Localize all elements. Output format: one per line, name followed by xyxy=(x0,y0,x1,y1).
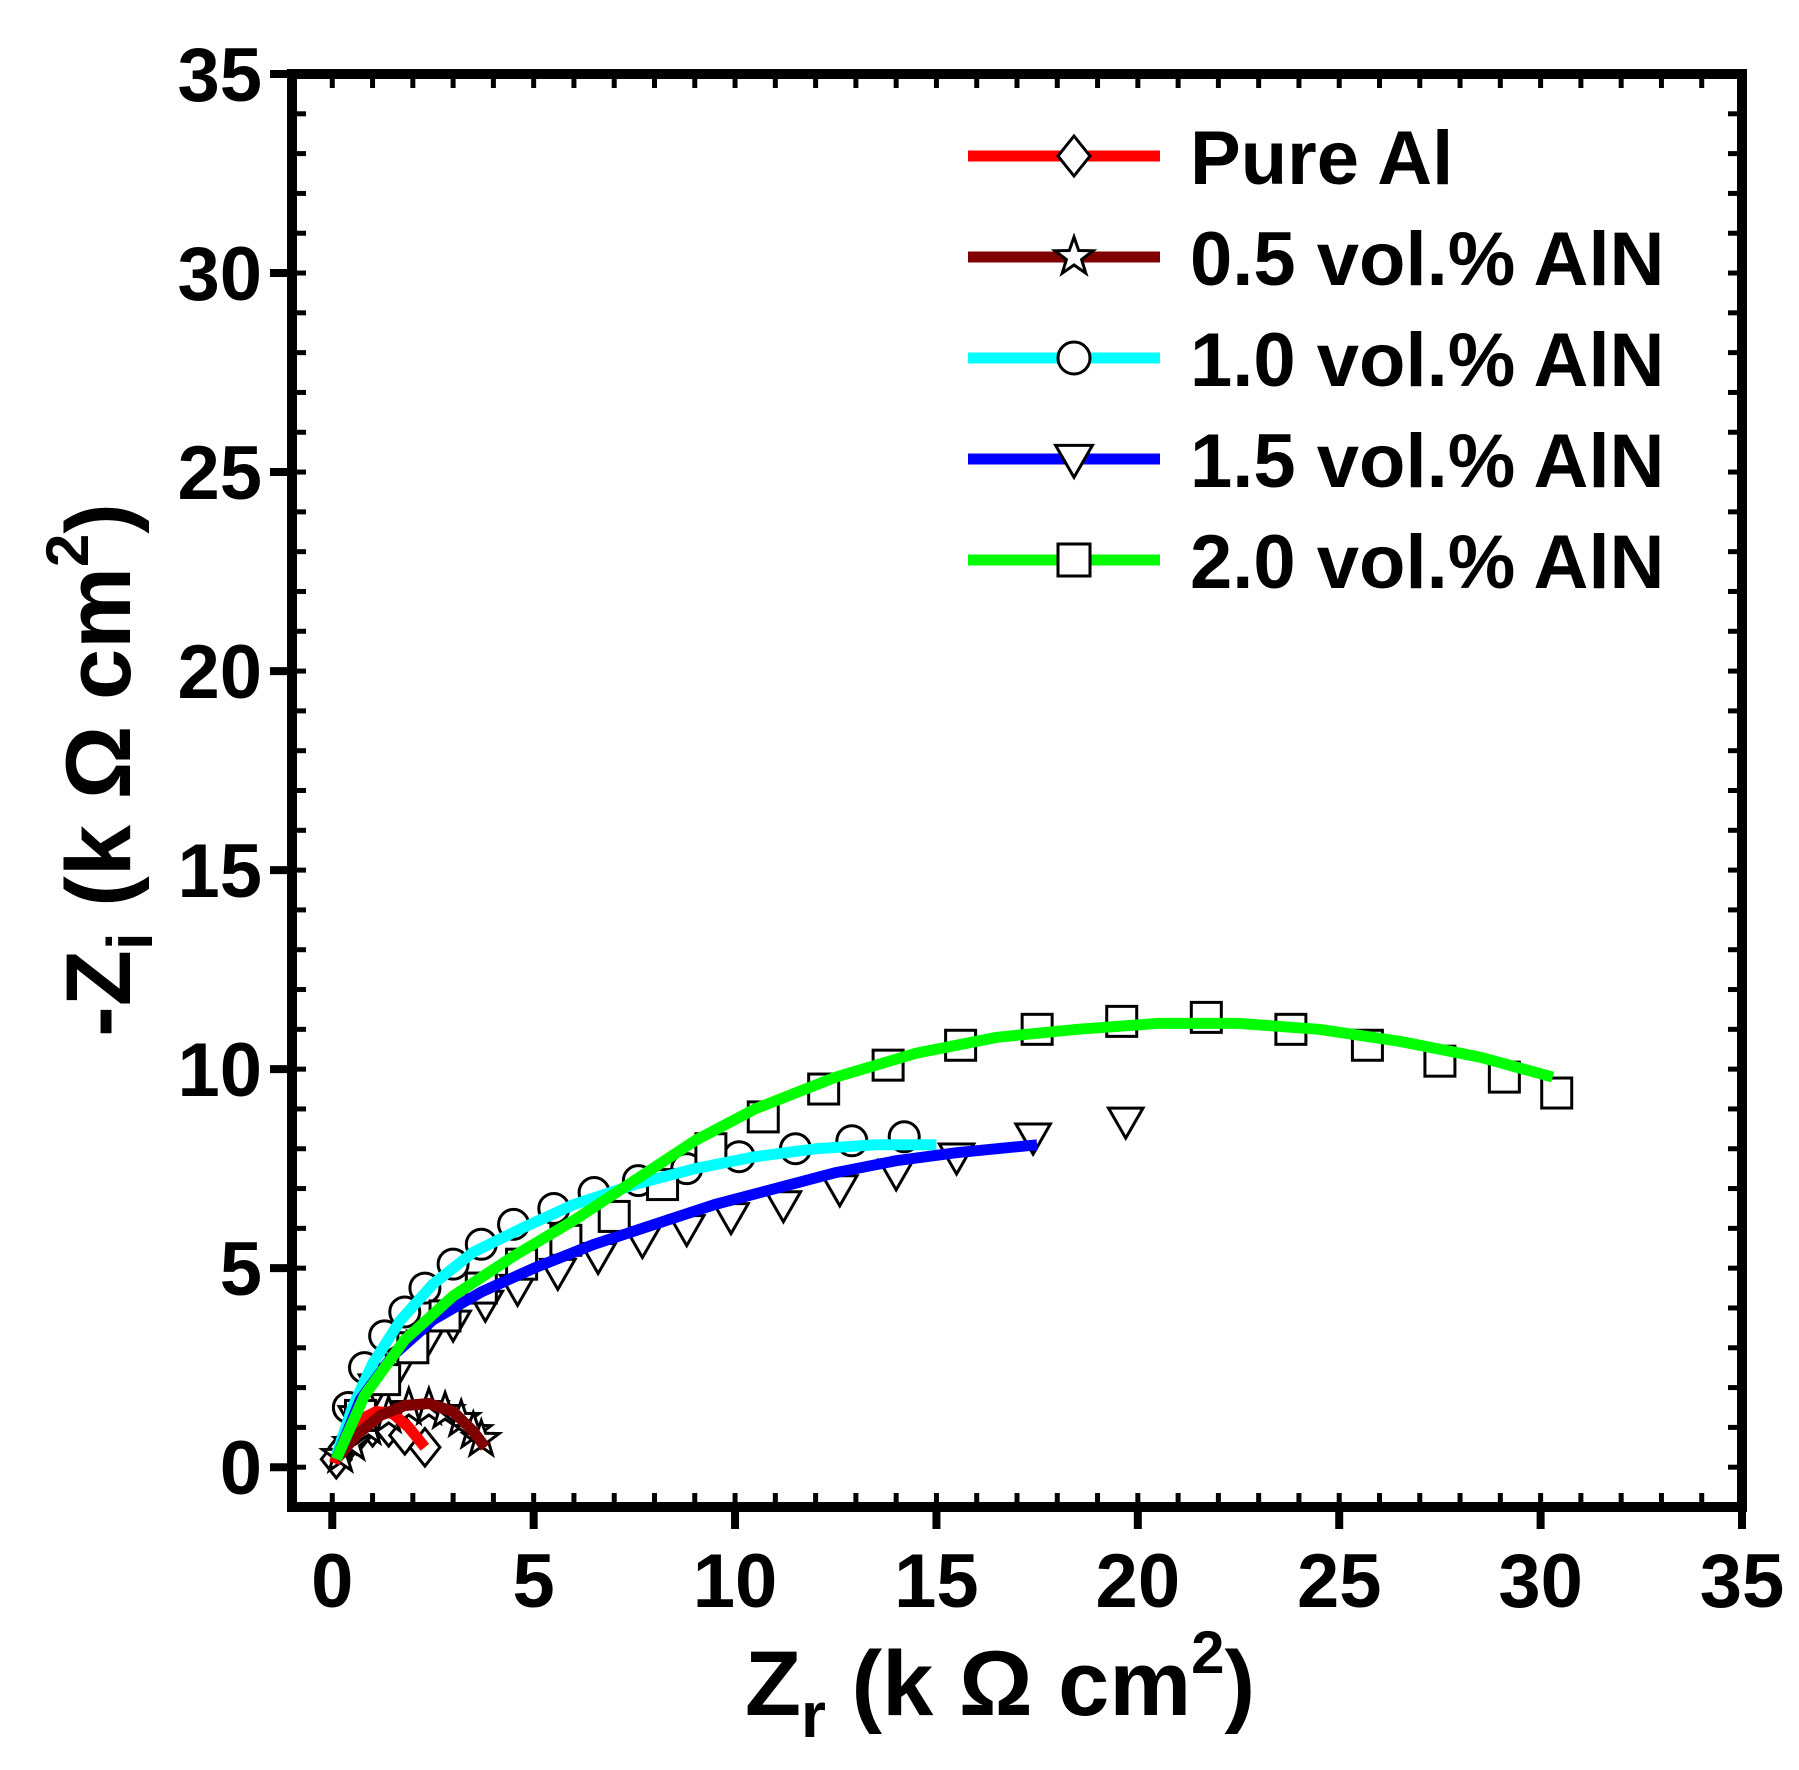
data-point xyxy=(1105,1106,1146,1142)
legend-label: 2.0 vol.% AlN xyxy=(1190,520,1664,605)
x-axis-label-close: ) xyxy=(1225,1633,1256,1735)
y-tick-label: 15 xyxy=(177,829,262,914)
fit-lines-layer xyxy=(329,1017,1555,1466)
x-tick-label: 35 xyxy=(1700,1539,1785,1624)
data-point xyxy=(597,1199,631,1233)
x-tick-label: 30 xyxy=(1498,1539,1583,1624)
x-axis-label-main: Z xyxy=(745,1633,801,1735)
y-axis-label: -Zi (k Ω cm2) xyxy=(34,503,166,1037)
plot-frame xyxy=(287,69,1747,1512)
legend-label: 1.0 vol.% AlN xyxy=(1190,318,1664,403)
y-tick-label: 10 xyxy=(177,1028,262,1113)
data-point xyxy=(1013,1122,1053,1158)
legend-marker xyxy=(1056,340,1092,376)
legend-entry-4: 2.0 vol.% AlN xyxy=(968,520,1664,605)
y-axis-label-close: ) xyxy=(48,503,150,534)
legend: Pure Al 0.5 vol.% AlN 1.0 vol.% AlN 1.5 vol… xyxy=(968,116,1664,605)
y-tick-label: 35 xyxy=(177,33,262,118)
data-point xyxy=(763,1190,804,1225)
y-minor-ticks xyxy=(297,71,1737,1510)
legend-marker xyxy=(1050,232,1098,277)
fit-line-2 xyxy=(331,1139,937,1458)
legend-entry-0: Pure Al xyxy=(968,116,1453,201)
legend-entry-2: 1.0 vol.% AlN xyxy=(968,318,1664,403)
legend-entry-1: 0.5 vol.% AlN xyxy=(968,217,1664,302)
legend-label: 0.5 vol.% AlN xyxy=(1190,217,1664,302)
x-tick-label: 25 xyxy=(1297,1539,1382,1624)
data-point xyxy=(1540,1076,1574,1110)
x-minor-ticks xyxy=(289,79,1745,1502)
x-axis-label-rest: (k Ω cm xyxy=(826,1633,1191,1735)
x-tick-label: 10 xyxy=(693,1539,778,1624)
x-axis-label: Zr (k Ω cm2) xyxy=(745,1619,1255,1751)
fit-line-4 xyxy=(331,1017,1555,1462)
series-markers-2 xyxy=(331,1120,921,1424)
legend-marker xyxy=(1053,443,1095,481)
y-tick-label: 20 xyxy=(177,630,262,715)
legend-label: Pure Al xyxy=(1190,116,1453,201)
legend-entry-3: 1.5 vol.% AlN xyxy=(968,419,1664,504)
x-tick-label: 20 xyxy=(1096,1539,1181,1624)
y-tick-label: 0 xyxy=(220,1426,262,1511)
x-tick-label: 5 xyxy=(513,1539,555,1624)
legend-marker xyxy=(1056,542,1092,578)
axes-layer: 0 5 10 15 20 25 30 35 0 5 10 15 20 25 30 35 xyxy=(177,33,1784,1624)
y-axis-label-rest: (k Ω cm xyxy=(48,567,150,932)
x-tick-label: 15 xyxy=(894,1539,979,1624)
y-axis-label-sub: i xyxy=(94,932,166,950)
x-axis-label-sub: r xyxy=(801,1679,826,1751)
y-tick-label: 30 xyxy=(177,232,262,317)
y-tick-label: 25 xyxy=(177,431,262,516)
y-axis-label-sup: 2 xyxy=(34,534,101,567)
x-axis-label-sup: 2 xyxy=(1191,1619,1224,1686)
x-tick-label: 0 xyxy=(311,1539,353,1624)
y-axis-label-main: -Z xyxy=(48,950,150,1037)
series-markers-4 xyxy=(343,1000,1574,1432)
legend-marker xyxy=(1056,133,1092,179)
y-tick-label: 5 xyxy=(220,1227,262,1312)
fit-line-1 xyxy=(332,1398,490,1463)
legend-label: 1.5 vol.% AlN xyxy=(1190,419,1664,504)
